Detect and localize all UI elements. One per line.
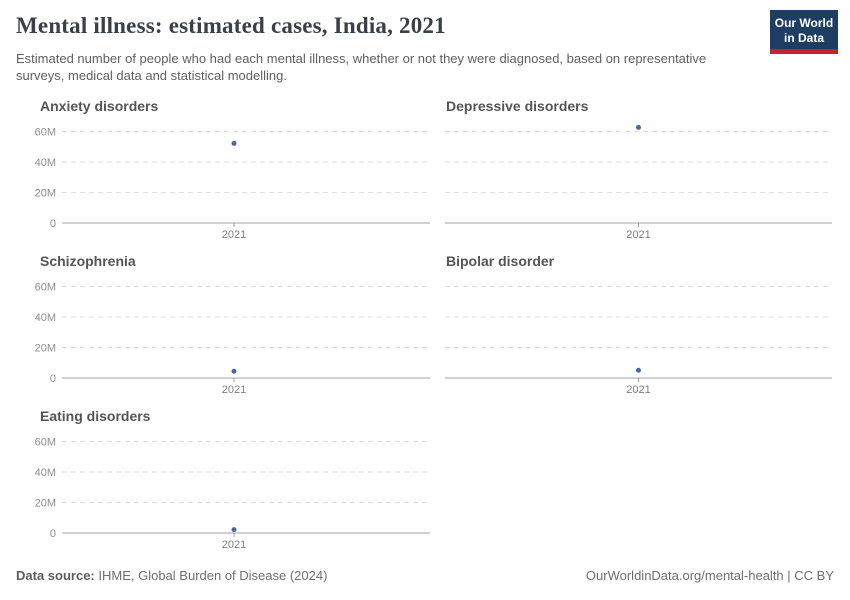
x-axis-tick-label: 2021 [222, 229, 246, 241]
panel-plot: 0 20M 40M 60M 2021 [35, 127, 430, 241]
chart-panel: Depressive disorders 2021 [445, 95, 832, 250]
panel-title: Schizophrenia [40, 253, 136, 269]
data-source-text: IHME, Global Burden of Disease (2024) [98, 568, 328, 583]
footer-credit-link[interactable]: OurWorldinData.org/mental-health | CC BY [585, 568, 834, 583]
chart-panel: Schizophrenia 0 20M 40M 60M 2021 [16, 250, 430, 405]
y-axis-tick-label: 40M [35, 467, 56, 479]
chart-panel: Anxiety disorders 0 20M 40M 60M 2021 [16, 95, 430, 250]
data-point[interactable] [231, 140, 237, 146]
x-axis-tick-label: 2021 [222, 384, 246, 396]
data-point[interactable] [231, 368, 237, 374]
data-source-label: Data source: [16, 568, 95, 583]
page-title: Mental illness: estimated cases, India, … [16, 13, 446, 38]
data-source: Data source: IHME, Global Burden of Dise… [16, 568, 327, 583]
x-axis-tick-label: 2021 [222, 539, 246, 551]
chart-subtitle: Estimated number of people who had each … [16, 51, 707, 83]
panel-plot: 2021 [445, 124, 832, 241]
x-axis-tick-label: 2021 [626, 384, 650, 396]
chart-footer: Data source: IHME, Global Burden of Dise… [16, 568, 834, 583]
y-axis-tick-label: 0 [50, 528, 56, 540]
y-axis-tick-label: 0 [50, 373, 56, 385]
y-axis-tick-label: 20M [35, 343, 56, 355]
data-point[interactable] [636, 124, 641, 130]
y-axis-tick-label: 40M [35, 312, 56, 324]
owid-logo-line1: Our World [774, 16, 834, 30]
panel-title: Eating disorders [40, 408, 151, 424]
panel-title: Depressive disorders [446, 98, 589, 114]
y-axis-tick-label: 0 [50, 218, 56, 230]
data-point[interactable] [636, 367, 641, 373]
y-axis-tick-label: 60M [35, 282, 56, 294]
y-axis-tick-label: 20M [35, 498, 56, 510]
data-point[interactable] [231, 527, 237, 533]
panel-plot: 2021 [445, 286, 832, 396]
panel-plot: 0 20M 40M 60M 2021 [35, 282, 430, 396]
panel-plot: 0 20M 40M 60M 2021 [35, 437, 430, 551]
panel-title: Anxiety disorders [40, 98, 159, 114]
x-axis-tick-label: 2021 [626, 229, 650, 241]
y-axis-tick-label: 60M [35, 437, 56, 449]
owid-logo[interactable]: Our World in Data [770, 10, 838, 55]
panel-title: Bipolar disorder [446, 253, 555, 269]
chart-panel: Eating disorders 0 20M 40M 60M 2021 [16, 405, 430, 560]
chart-panel: Bipolar disorder 2021 [445, 250, 832, 405]
owid-logo-line2: in Data [783, 30, 824, 45]
y-axis-tick-label: 20M [35, 188, 56, 200]
y-axis-tick-label: 40M [35, 157, 56, 169]
y-axis-tick-label: 60M [35, 127, 56, 139]
